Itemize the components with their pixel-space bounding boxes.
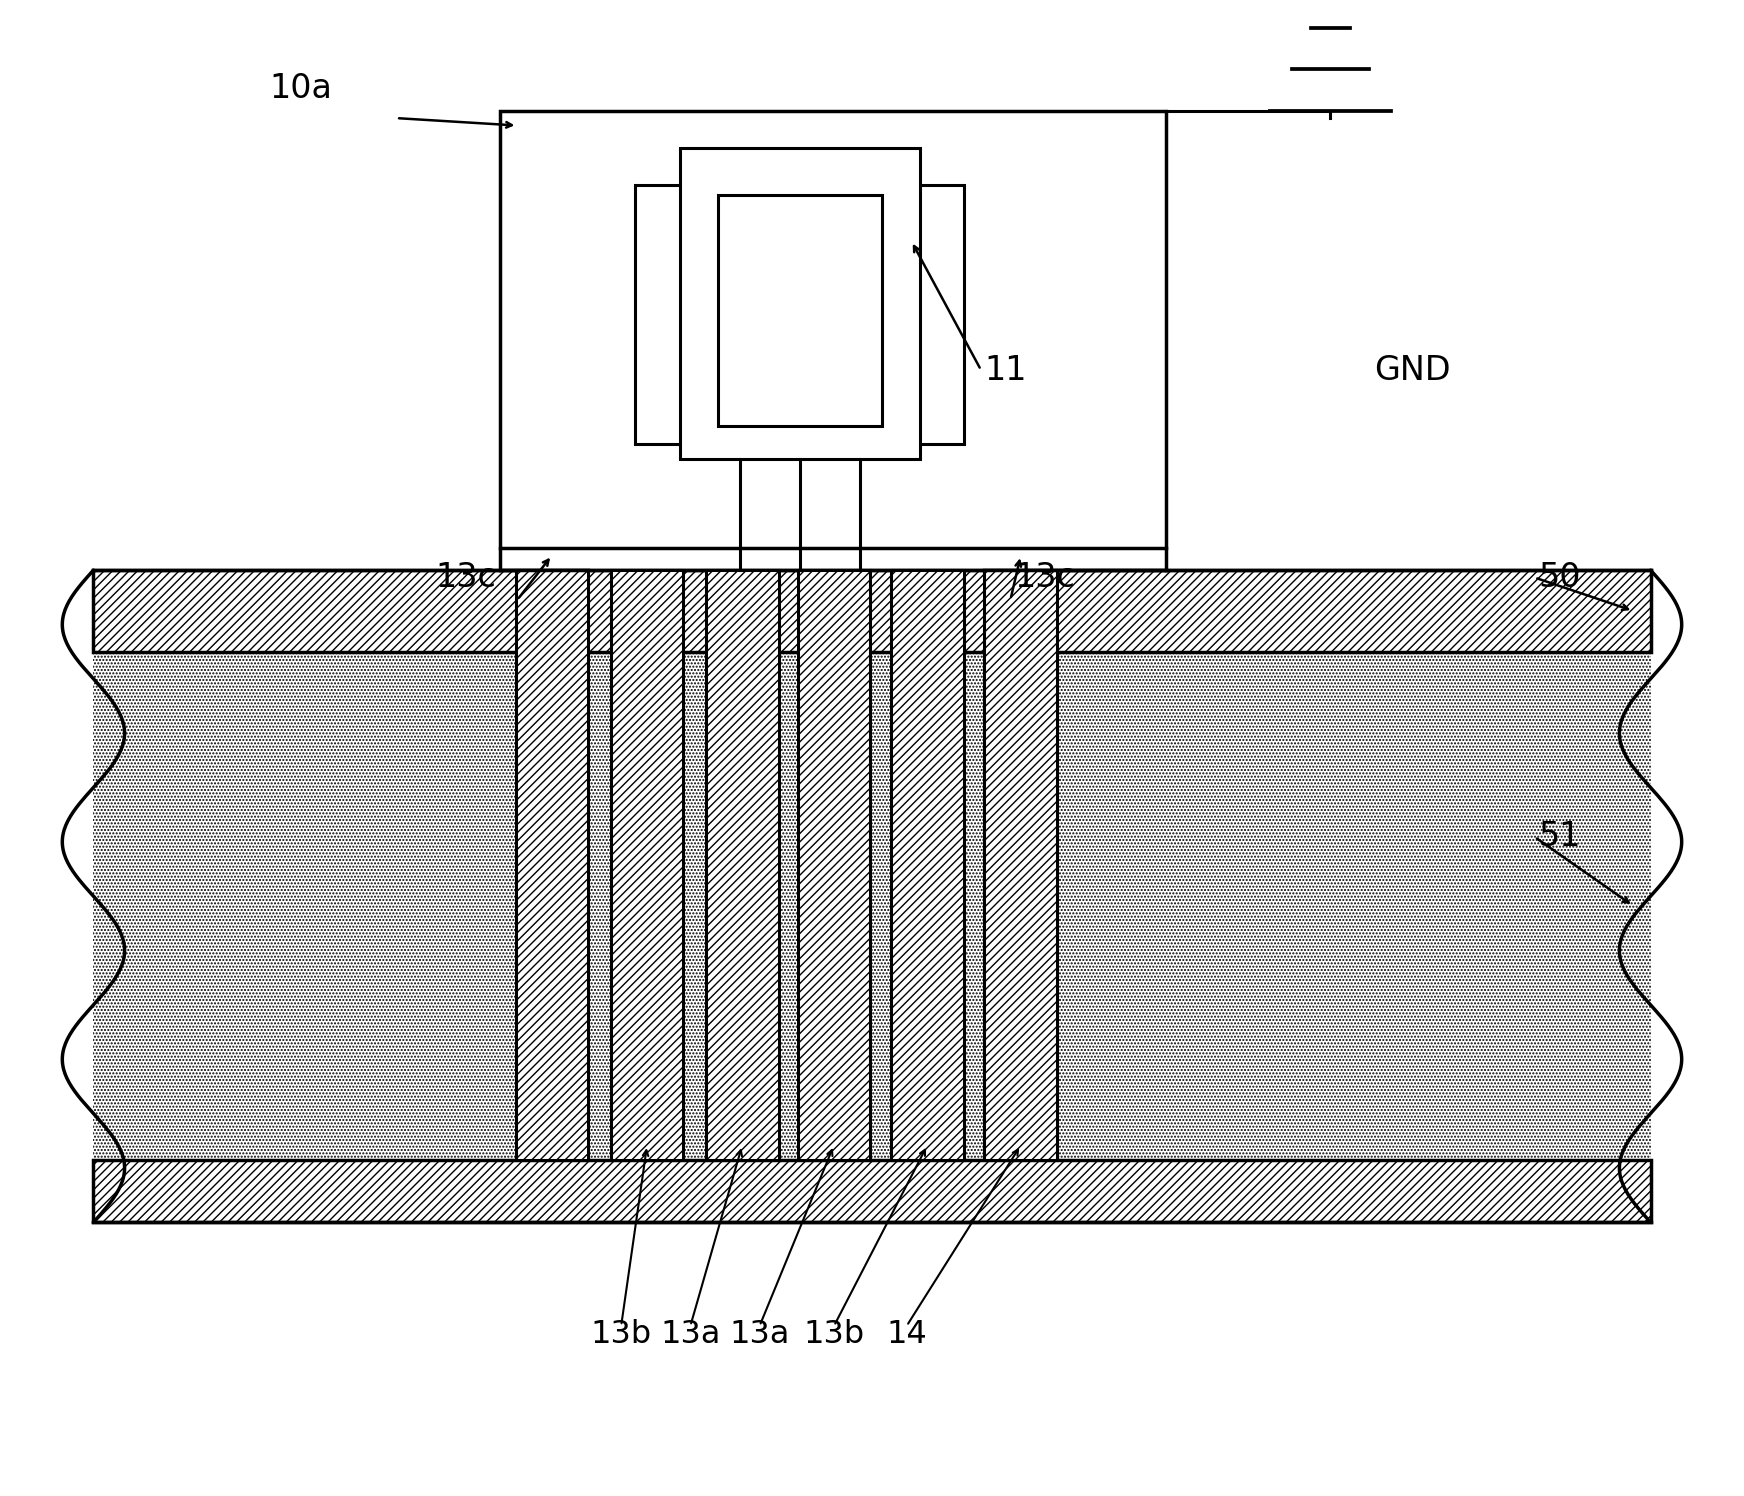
Bar	[94, 1159, 1650, 1222]
Bar	[516, 570, 588, 1159]
Text: GND: GND	[1374, 353, 1451, 386]
Text: 13b: 13b	[804, 1318, 865, 1349]
Text: 51: 51	[1538, 820, 1580, 853]
Bar	[94, 570, 1650, 652]
Bar	[94, 570, 1650, 652]
Text: 13c: 13c	[434, 561, 495, 594]
Text: 14: 14	[886, 1318, 928, 1349]
Bar	[516, 570, 588, 1159]
Bar	[797, 570, 870, 1159]
Bar	[94, 652, 1650, 1159]
Text: 13c: 13c	[1015, 561, 1076, 594]
Text: 10a: 10a	[270, 72, 333, 105]
Text: 13a: 13a	[661, 1318, 720, 1349]
Bar	[94, 1159, 1650, 1222]
Text: 50: 50	[1538, 561, 1580, 594]
Bar	[891, 570, 964, 1159]
Text: 11: 11	[984, 353, 1027, 386]
Bar	[610, 570, 684, 1159]
Bar	[984, 570, 1057, 1159]
Bar	[706, 570, 778, 1159]
Bar	[891, 570, 964, 1159]
Bar	[501, 111, 1167, 548]
Bar	[610, 570, 684, 1159]
Bar	[680, 148, 921, 459]
Bar	[797, 570, 870, 1159]
Bar	[717, 194, 882, 426]
Bar	[916, 186, 964, 444]
Text: 13a: 13a	[729, 1318, 790, 1349]
Bar	[706, 570, 778, 1159]
Bar	[94, 570, 1650, 1222]
Bar	[635, 186, 684, 444]
Text: 13b: 13b	[591, 1318, 652, 1349]
Bar	[984, 570, 1057, 1159]
